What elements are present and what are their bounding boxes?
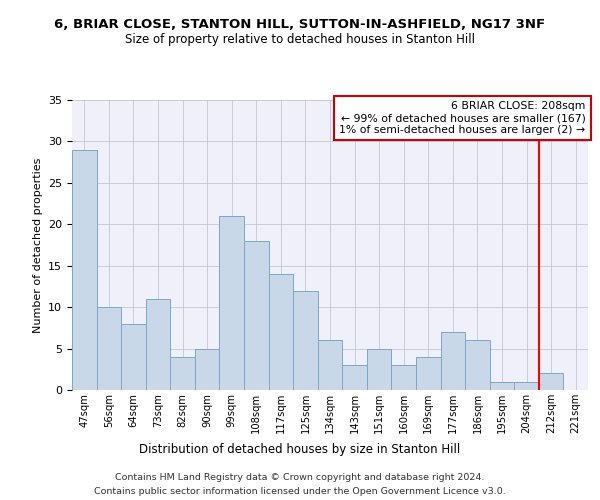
Bar	[490, 382, 514, 390]
Bar	[195, 348, 220, 390]
Text: Contains HM Land Registry data © Crown copyright and database right 2024.: Contains HM Land Registry data © Crown c…	[115, 472, 485, 482]
Bar	[220, 216, 244, 390]
Bar	[146, 299, 170, 390]
Bar	[318, 340, 342, 390]
Bar	[391, 365, 416, 390]
Y-axis label: Number of detached properties: Number of detached properties	[32, 158, 43, 332]
Bar	[293, 290, 318, 390]
Text: 6 BRIAR CLOSE: 208sqm
← 99% of detached houses are smaller (167)
1% of semi-deta: 6 BRIAR CLOSE: 208sqm ← 99% of detached …	[339, 102, 586, 134]
Text: 6, BRIAR CLOSE, STANTON HILL, SUTTON-IN-ASHFIELD, NG17 3NF: 6, BRIAR CLOSE, STANTON HILL, SUTTON-IN-…	[55, 18, 545, 30]
Text: Distribution of detached houses by size in Stanton Hill: Distribution of detached houses by size …	[139, 442, 461, 456]
Bar	[416, 357, 440, 390]
Bar	[539, 374, 563, 390]
Bar	[514, 382, 539, 390]
Bar	[269, 274, 293, 390]
Text: Contains public sector information licensed under the Open Government Licence v3: Contains public sector information licen…	[94, 488, 506, 496]
Bar	[342, 365, 367, 390]
Text: Size of property relative to detached houses in Stanton Hill: Size of property relative to detached ho…	[125, 32, 475, 46]
Bar	[244, 241, 269, 390]
Bar	[367, 348, 391, 390]
Bar	[121, 324, 146, 390]
Bar	[72, 150, 97, 390]
Bar	[97, 307, 121, 390]
Bar	[440, 332, 465, 390]
Bar	[170, 357, 195, 390]
Bar	[465, 340, 490, 390]
